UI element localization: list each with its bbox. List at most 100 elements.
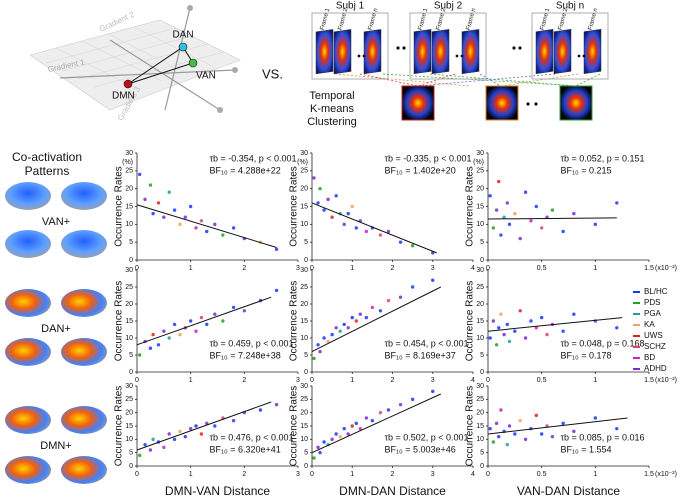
point (539, 432, 544, 436)
x-unit: (x10⁻²) (655, 265, 677, 272)
y-tick-label: 0 (129, 463, 133, 470)
point (316, 343, 320, 347)
y-tick-label: 20 (300, 410, 308, 417)
stat-label: τb = 0.085, p = 0.016 (560, 432, 644, 442)
ellipsis-dot (518, 46, 522, 50)
x-tick-label: 0 (135, 377, 139, 384)
point (172, 208, 177, 212)
frame (363, 29, 382, 75)
point (358, 426, 362, 431)
y-tick-label: 15 (125, 423, 133, 430)
point (322, 336, 326, 340)
point (354, 226, 358, 230)
point (364, 315, 369, 320)
subject-box (409, 12, 487, 80)
x-tick-label: 0 (310, 471, 314, 478)
y-tick-label: 10 (300, 436, 308, 443)
legend-label: BL/HC (644, 287, 668, 296)
node-label: VAN (196, 71, 216, 82)
y-tick-label: 20 (476, 410, 484, 417)
y-tick-label: 30 (476, 267, 484, 274)
axis-end (217, 107, 223, 113)
point (364, 416, 369, 420)
y-unit: (%) (122, 159, 133, 166)
point (334, 194, 338, 198)
legend-label: BD (644, 353, 655, 362)
y-tick-label: 20 (125, 410, 133, 417)
x-tick-label: 2 (391, 265, 395, 272)
x-tick-label: 0 (310, 265, 314, 272)
y-tick-label: 5 (304, 352, 308, 359)
point (505, 201, 510, 205)
point (274, 288, 279, 293)
fit-line (136, 296, 272, 346)
point (242, 309, 247, 313)
y-tick-label: 0 (304, 369, 308, 376)
point (350, 424, 354, 428)
x-tick-label: 0 (486, 471, 490, 478)
point (513, 211, 517, 216)
point (350, 204, 354, 209)
point (523, 190, 528, 194)
point (539, 226, 544, 230)
subject-box (311, 12, 389, 80)
point (274, 402, 279, 407)
frame-label: Frame 2 (338, 7, 350, 31)
cap-title: Patterns (25, 164, 70, 178)
fit-line (136, 401, 272, 451)
brain (5, 182, 51, 210)
clustering-label: K-means (310, 103, 355, 115)
cap-label: DMN+ (40, 440, 71, 452)
x-tick-label: 2 (242, 265, 246, 272)
ellipsis-dot (526, 102, 530, 106)
point (499, 233, 503, 237)
x-tick-label: 0 (135, 471, 139, 478)
x-tick-label: 3 (431, 471, 435, 478)
x-tick-label: 0.5 (537, 377, 547, 384)
legend-label: PGA (644, 309, 662, 318)
stat-label: BF₁₀ = 1.554 (560, 444, 611, 454)
point (497, 326, 501, 330)
stat-label: τb = 0.048, p = 0.168 (560, 338, 644, 348)
frame (315, 29, 334, 75)
frame (553, 29, 572, 74)
y-tick-label: 5 (480, 239, 484, 246)
point (488, 426, 492, 431)
subject-label: Subj 1 (336, 1, 365, 12)
vs-label: VS. (262, 66, 283, 81)
point (338, 329, 342, 333)
y-tick-label: 25 (125, 168, 133, 175)
point (386, 408, 391, 412)
point (137, 353, 142, 357)
point (499, 312, 503, 316)
y-tick-label: 30 (300, 383, 308, 390)
y-tick-label: 10 (476, 436, 484, 443)
point (572, 312, 576, 316)
point (326, 197, 330, 202)
centroid (401, 85, 435, 121)
point (378, 410, 383, 415)
point (431, 389, 435, 394)
brain (61, 338, 107, 366)
y-tick-label: 15 (125, 203, 133, 210)
frame (431, 29, 450, 75)
point (539, 315, 544, 320)
frame-label: Frame 1 (418, 7, 430, 31)
cap-label: DAN+ (41, 323, 71, 335)
point (151, 332, 155, 337)
point (274, 247, 279, 251)
ellipsis-dot (460, 54, 464, 58)
point (370, 305, 375, 310)
frame (413, 29, 432, 75)
fit-line (487, 217, 617, 220)
y-tick-label: 0 (480, 369, 484, 376)
frame-label: Frame 1 (540, 7, 552, 31)
x-tick-label: 1 (593, 377, 597, 384)
frame-label: Frame n (588, 8, 600, 31)
frame-label: Frame 2 (436, 7, 448, 31)
x-tick-label: 1 (593, 471, 597, 478)
brain (5, 289, 51, 317)
point (330, 437, 334, 442)
y-tick-label: 0 (304, 463, 308, 470)
y-tick-label: 30 (125, 267, 133, 274)
